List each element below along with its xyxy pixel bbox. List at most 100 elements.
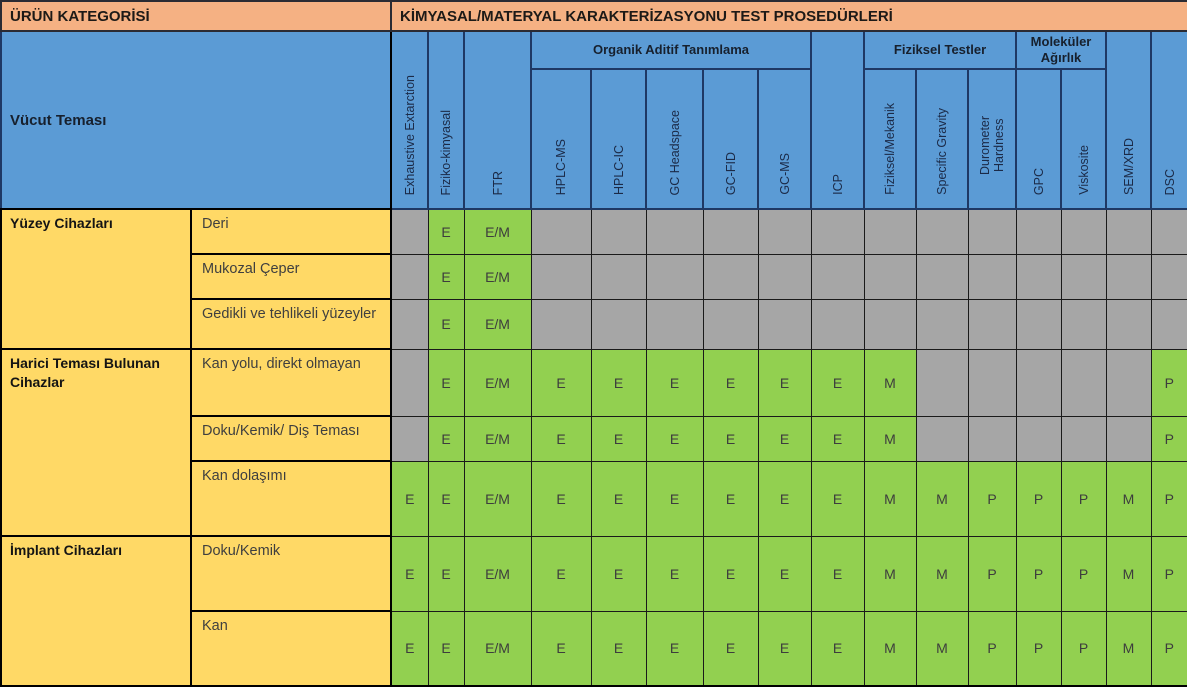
matrix-value-cell: E <box>757 460 812 537</box>
subcategory-cell: Doku/Kemik <box>189 535 393 612</box>
category-cell: Harici Teması Bulunan Cihazlar <box>0 348 192 537</box>
matrix-value-cell: P <box>1015 460 1062 537</box>
matrix-empty-cell <box>757 253 812 300</box>
matrix-empty-cell <box>390 348 429 417</box>
matrix-value-cell: E/M <box>463 208 532 255</box>
matrix-empty-cell <box>530 298 592 350</box>
matrix-value-cell: E <box>390 535 429 612</box>
matrix-value-cell: E/M <box>463 460 532 537</box>
matrix-value-cell: M <box>915 535 969 612</box>
matrix-empty-cell <box>645 208 704 255</box>
test-column-label: Viskosite <box>1076 145 1091 195</box>
table-row: Harici Teması Bulunan Cihazlar Kan yolu, … <box>0 348 1187 537</box>
column-group-molekuler-agirlik: Moleküler Ağırlık <box>1015 30 1108 70</box>
matrix-empty-cell <box>390 415 429 462</box>
matrix-empty-cell <box>530 253 592 300</box>
matrix-value-cell: E/M <box>463 253 532 300</box>
matrix-value-cell: E <box>427 253 465 300</box>
test-procedures-header: KİMYASAL/MATERYAL KARAKTERİZASYONU TEST … <box>390 0 1187 32</box>
title-row: ÜRÜN KATEGORİSİ KİMYASAL/MATERYAL KARAKT… <box>0 0 1187 32</box>
matrix-empty-cell <box>915 208 969 255</box>
matrix-value-cell: P <box>1150 460 1187 537</box>
matrix-value-cell: E <box>427 610 465 687</box>
column-group-row: Vücut Teması Exhaustive Extarction Fizik… <box>0 30 1187 210</box>
matrix-value-cell: E <box>530 535 592 612</box>
matrix-value-cell: E <box>427 460 465 537</box>
matrix-value-cell: E <box>810 460 865 537</box>
matrix-value-cell: E/M <box>463 298 532 350</box>
matrix-value-cell: E <box>390 460 429 537</box>
column-header-gc-fid: GC-FID <box>702 68 760 210</box>
matrix-value-cell: E/M <box>463 610 532 687</box>
matrix-value-cell: E <box>427 535 465 612</box>
matrix-value-cell: E <box>702 535 759 612</box>
matrix-empty-cell <box>967 348 1017 417</box>
matrix-value-cell: E <box>810 415 865 462</box>
column-header-sem-xrd: SEM/XRD <box>1105 30 1153 210</box>
matrix-value-cell: M <box>863 610 917 687</box>
test-column-label: DSC <box>1162 168 1177 195</box>
matrix-value-cell: M <box>863 415 917 462</box>
matrix-value-cell: M <box>863 348 917 417</box>
matrix-value-cell: E <box>757 535 812 612</box>
column-header-durometer-hardness: Durometer Hardness <box>967 68 1018 210</box>
table-row: Kan E E E/M E E E E E E M M P P P M P <box>1 610 1187 687</box>
matrix-empty-cell <box>1060 298 1107 350</box>
table-row: Doku/Kemik/ Diş Teması E E/M E E E E E E M P <box>1 415 1187 462</box>
matrix-value-cell: P <box>1150 610 1187 687</box>
test-column-label: Specific Gravity <box>935 108 950 195</box>
matrix-empty-cell <box>863 253 917 300</box>
matrix-value-cell: E <box>757 348 812 417</box>
matrix-empty-cell <box>967 253 1017 300</box>
column-header-hplc-ms: HPLC-MS <box>530 68 593 210</box>
column-header-gc-ms: GC-MS <box>757 68 813 210</box>
column-header-exhaustive-extraction: Exhaustive Extarction <box>390 30 430 210</box>
matrix-empty-cell <box>1105 415 1152 462</box>
matrix-value-cell: E <box>590 415 647 462</box>
matrix-empty-cell <box>1060 208 1107 255</box>
matrix-empty-cell <box>590 208 647 255</box>
matrix-empty-cell <box>967 298 1017 350</box>
matrix-empty-cell <box>1105 208 1152 255</box>
matrix-empty-cell <box>757 298 812 350</box>
matrix-empty-cell <box>1015 415 1062 462</box>
column-header-hplc-ic: HPLC-IC <box>590 68 648 210</box>
matrix-empty-cell <box>810 298 865 350</box>
column-group-organik-aditif: Organik Aditif Tanımlama <box>530 30 813 70</box>
subcategory-cell: Kan dolaşımı <box>189 460 393 537</box>
matrix-value-cell: E <box>590 348 647 417</box>
matrix-value-cell: E/M <box>463 415 532 462</box>
matrix-value-cell: P <box>1060 460 1107 537</box>
matrix-empty-cell <box>530 208 592 255</box>
category-cell: İmplant Cihazları <box>0 535 192 687</box>
matrix-value-cell: P <box>1150 415 1187 462</box>
subcategory-cell: Mukozal Çeper <box>189 253 393 300</box>
test-column-label: HPLC-IC <box>611 144 626 195</box>
matrix-value-cell: M <box>1105 610 1152 687</box>
matrix-value-cell: P <box>1150 348 1187 417</box>
column-header-specific-gravity: Specific Gravity <box>915 68 970 210</box>
column-header-fiziko-kimyasal: Fiziko-kimyasal <box>427 30 466 210</box>
matrix-value-cell: P <box>1150 535 1187 612</box>
subcategory-cell: Doku/Kemik/ Diş Teması <box>189 415 393 462</box>
matrix-value-cell: E <box>530 460 592 537</box>
test-column-label: Exhaustive Extarction <box>402 74 417 195</box>
matrix-empty-cell <box>702 208 759 255</box>
matrix-value-cell: E <box>645 348 704 417</box>
matrix-empty-cell <box>1105 298 1152 350</box>
matrix-value-cell: P <box>967 610 1017 687</box>
matrix-value-cell: E <box>590 610 647 687</box>
matrix-value-cell: P <box>967 460 1017 537</box>
matrix-empty-cell <box>1150 208 1187 255</box>
matrix-value-cell: E <box>645 460 704 537</box>
column-header-dsc: DSC <box>1150 30 1187 210</box>
column-header-icp: ICP <box>810 30 866 210</box>
matrix-value-cell: E <box>645 535 704 612</box>
matrix-value-cell: E <box>590 460 647 537</box>
matrix-value-cell: E <box>427 415 465 462</box>
matrix-value-cell: M <box>1105 535 1152 612</box>
body-contact-label: Vücut Teması <box>0 30 393 210</box>
matrix-empty-cell <box>1015 253 1062 300</box>
matrix-empty-cell <box>1015 348 1062 417</box>
matrix-value-cell: E <box>757 415 812 462</box>
